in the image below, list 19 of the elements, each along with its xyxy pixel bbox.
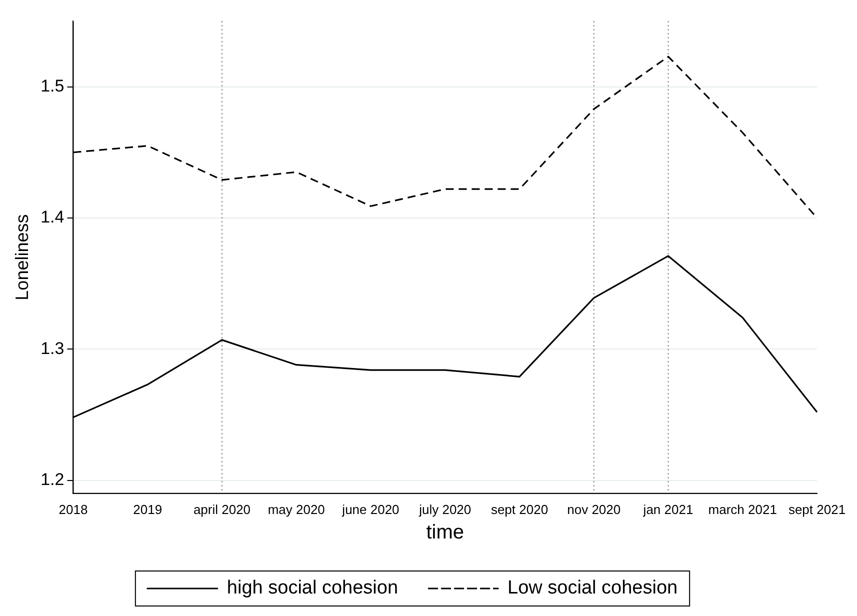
legend-label: high social cohesion	[226, 578, 398, 599]
x-tick-label: sept 2021	[788, 502, 846, 517]
y-tick-label: 1.4	[40, 208, 64, 227]
y-tick-label: 1.2	[40, 470, 64, 489]
x-tick-label: sept 2020	[490, 502, 548, 517]
x-tick-label: jan 2021	[642, 502, 694, 517]
x-tick-label: july 2020	[418, 502, 472, 517]
legend-label: Low social cohesion	[508, 578, 678, 599]
x-tick-label: nov 2020	[567, 502, 621, 517]
x-tick-label: 2019	[133, 502, 162, 517]
x-tick-label: 2018	[58, 502, 88, 517]
y-axis-title: Loneliness	[12, 214, 32, 300]
y-tick-label: 1.3	[40, 338, 64, 358]
x-tick-label: may 2020	[268, 502, 325, 517]
x-tick-label: march 2021	[708, 502, 777, 517]
x-tick-label: april 2020	[193, 502, 251, 517]
x-axis-title: time	[426, 522, 464, 544]
y-tick-label: 1.5	[40, 76, 64, 96]
x-tick-label: june 2020	[341, 502, 400, 517]
